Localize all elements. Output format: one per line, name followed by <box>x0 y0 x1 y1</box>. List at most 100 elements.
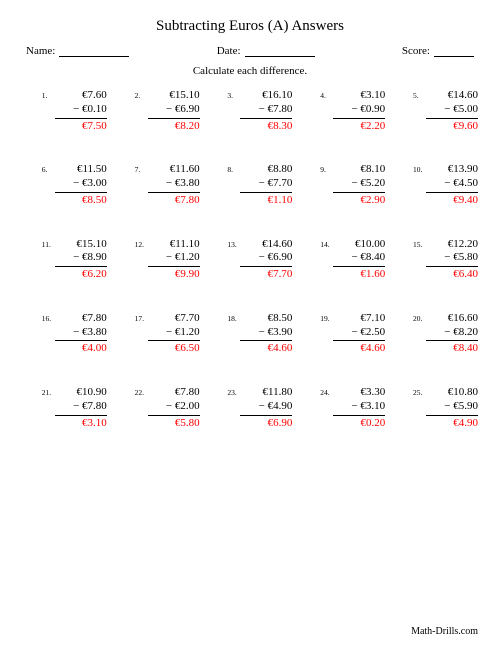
minuend: €16.10 <box>240 89 292 103</box>
answer: €7.80 <box>148 193 200 208</box>
date-field: Date: <box>217 45 315 57</box>
minuend: €3.10 <box>333 89 385 103</box>
subtrahend: − €3.80 <box>148 177 200 193</box>
answer: €6.50 <box>148 341 200 356</box>
minuend: €14.60 <box>240 238 292 252</box>
problem: 8.€8.80− €7.70€1.10 <box>208 163 293 207</box>
answer: €8.50 <box>55 193 107 208</box>
minuend: €14.60 <box>426 89 478 103</box>
subtrahend: − €5.20 <box>333 177 385 193</box>
minuend: €10.90 <box>55 386 107 400</box>
problem: 2.€15.10− €6.90€8.20 <box>115 89 200 133</box>
problem-stack: €7.10− €2.50€4.60 <box>333 312 385 356</box>
minuend: €11.10 <box>148 238 200 252</box>
score-blank <box>434 46 474 57</box>
worksheet-page: Subtracting Euros (A) Answers Name: Date… <box>0 0 500 442</box>
score-field: Score: <box>402 45 474 57</box>
score-label: Score: <box>402 45 430 57</box>
minuend: €11.50 <box>55 163 107 177</box>
problem-number: 11. <box>42 240 52 249</box>
problem-number: 4. <box>320 91 330 100</box>
instruction: Calculate each difference. <box>22 65 478 77</box>
problem-stack: €15.10− €8.90€6.20 <box>55 238 107 282</box>
problem-stack: €10.90− €7.80€3.10 <box>55 386 107 430</box>
subtrahend: − €2.00 <box>148 400 200 416</box>
problem: 19.€7.10− €2.50€4.60 <box>300 312 385 356</box>
problem-stack: €7.60− €0.10€7.50 <box>55 89 107 133</box>
problem-stack: €7.70− €1.20€6.50 <box>148 312 200 356</box>
problem-stack: €11.80− €4.90€6.90 <box>240 386 292 430</box>
subtrahend: − €8.90 <box>55 251 107 267</box>
problem-stack: €8.50− €3.90€4.60 <box>240 312 292 356</box>
problem-number: 23. <box>227 388 237 397</box>
problem-number: 19. <box>320 314 330 323</box>
minuend: €11.80 <box>240 386 292 400</box>
minuend: €15.10 <box>148 89 200 103</box>
problem-stack: €11.10− €1.20€9.90 <box>148 238 200 282</box>
minuend: €10.00 <box>333 238 385 252</box>
subtrahend: − €4.90 <box>240 400 292 416</box>
problem-stack: €7.80− €2.00€5.80 <box>148 386 200 430</box>
subtrahend: − €3.10 <box>333 400 385 416</box>
subtrahend: − €2.50 <box>333 326 385 342</box>
problem-number: 15. <box>413 240 423 249</box>
problem: 7.€11.60− €3.80€7.80 <box>115 163 200 207</box>
problem: 4.€3.10− €0.90€2.20 <box>300 89 385 133</box>
answer: €7.70 <box>240 267 292 282</box>
subtrahend: − €5.80 <box>426 251 478 267</box>
subtrahend: − €1.20 <box>148 251 200 267</box>
answer: €6.20 <box>55 267 107 282</box>
problem-stack: €16.10− €7.80€8.30 <box>240 89 292 133</box>
problem-number: 1. <box>42 91 52 100</box>
problem: 17.€7.70− €1.20€6.50 <box>115 312 200 356</box>
problem-number: 20. <box>413 314 423 323</box>
subtrahend: − €4.50 <box>426 177 478 193</box>
minuend: €15.10 <box>55 238 107 252</box>
problem: 16.€7.80− €3.80€4.00 <box>22 312 107 356</box>
problem-stack: €3.10− €0.90€2.20 <box>333 89 385 133</box>
problem: 18.€8.50− €3.90€4.60 <box>208 312 293 356</box>
problem-number: 3. <box>227 91 237 100</box>
subtrahend: − €5.90 <box>426 400 478 416</box>
minuend: €13.90 <box>426 163 478 177</box>
subtrahend: − €0.10 <box>55 103 107 119</box>
problem-number: 5. <box>413 91 423 100</box>
problem: 12.€11.10− €1.20€9.90 <box>115 238 200 282</box>
meta-row: Name: Date: Score: <box>22 45 478 57</box>
subtrahend: − €7.80 <box>55 400 107 416</box>
subtrahend: − €1.20 <box>148 326 200 342</box>
subtrahend: − €6.90 <box>240 251 292 267</box>
problem: 24.€3.30− €3.10€0.20 <box>300 386 385 430</box>
problem: 23.€11.80− €4.90€6.90 <box>208 386 293 430</box>
problem-number: 2. <box>135 91 145 100</box>
answer: €4.60 <box>333 341 385 356</box>
name-blank <box>59 46 129 57</box>
page-title: Subtracting Euros (A) Answers <box>22 18 478 35</box>
subtrahend: − €8.20 <box>426 326 478 342</box>
problem: 13.€14.60− €6.90€7.70 <box>208 238 293 282</box>
problem-stack: €7.80− €3.80€4.00 <box>55 312 107 356</box>
answer: €4.60 <box>240 341 292 356</box>
problem-number: 8. <box>227 165 237 174</box>
problem: 3.€16.10− €7.80€8.30 <box>208 89 293 133</box>
subtrahend: − €3.80 <box>55 326 107 342</box>
name-field: Name: <box>26 45 129 57</box>
minuend: €8.80 <box>240 163 292 177</box>
subtrahend: − €7.80 <box>240 103 292 119</box>
problem-stack: €15.10− €6.90€8.20 <box>148 89 200 133</box>
answer: €6.40 <box>426 267 478 282</box>
problem-stack: €8.10− €5.20€2.90 <box>333 163 385 207</box>
problem-number: 17. <box>135 314 145 323</box>
problem: 11.€15.10− €8.90€6.20 <box>22 238 107 282</box>
answer: €4.00 <box>55 341 107 356</box>
minuend: €7.60 <box>55 89 107 103</box>
subtrahend: − €5.00 <box>426 103 478 119</box>
problem-grid: 1.€7.60− €0.10€7.502.€15.10− €6.90€8.203… <box>22 89 478 430</box>
problem-number: 6. <box>42 165 52 174</box>
problem: 5.€14.60− €5.00€9.60 <box>393 89 478 133</box>
minuend: €10.80 <box>426 386 478 400</box>
name-label: Name: <box>26 45 55 57</box>
problem-stack: €16.60− €8.20€8.40 <box>426 312 478 356</box>
date-blank <box>245 46 315 57</box>
problem-stack: €8.80− €7.70€1.10 <box>240 163 292 207</box>
